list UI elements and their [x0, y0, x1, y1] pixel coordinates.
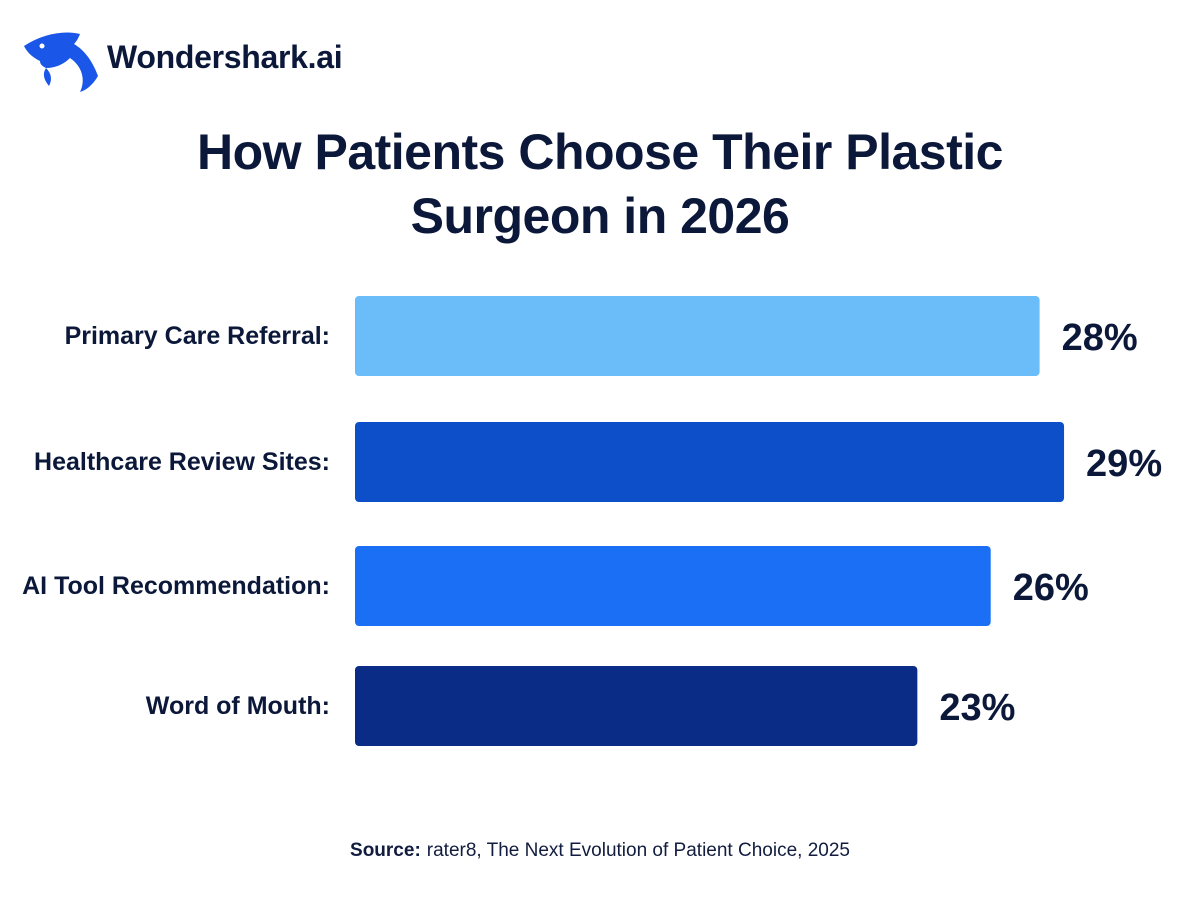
- brand-logo: Wondershark.ai: [22, 24, 343, 94]
- source-label: Source:: [350, 840, 421, 861]
- category-label-2: AI Tool Recommendation:: [22, 572, 330, 600]
- bar-2: [355, 546, 991, 626]
- value-label-2: 26%: [1013, 567, 1089, 609]
- shark-icon: [24, 32, 98, 92]
- value-label-3: 23%: [939, 687, 1015, 729]
- source-note: Source: rater8, The Next Evolution of Pat…: [0, 840, 1200, 862]
- bar-1: [355, 422, 1065, 502]
- bar-3: [355, 666, 918, 746]
- category-label-1: Healthcare Review Sites:: [34, 448, 330, 476]
- chart-title: How Patients Choose Their Plastic Surgeo…: [197, 124, 1003, 244]
- value-label-1: 29%: [1086, 443, 1162, 485]
- source-text: rater8, The Next Evolution of Patient Ch…: [426, 840, 850, 861]
- category-label-0: Primary Care Referral:: [65, 322, 330, 350]
- bar-0: [355, 296, 1040, 376]
- brand-name: Wondershark.ai: [107, 39, 343, 75]
- value-label-0: 28%: [1062, 317, 1138, 359]
- category-label-3: Word of Mouth:: [146, 692, 330, 720]
